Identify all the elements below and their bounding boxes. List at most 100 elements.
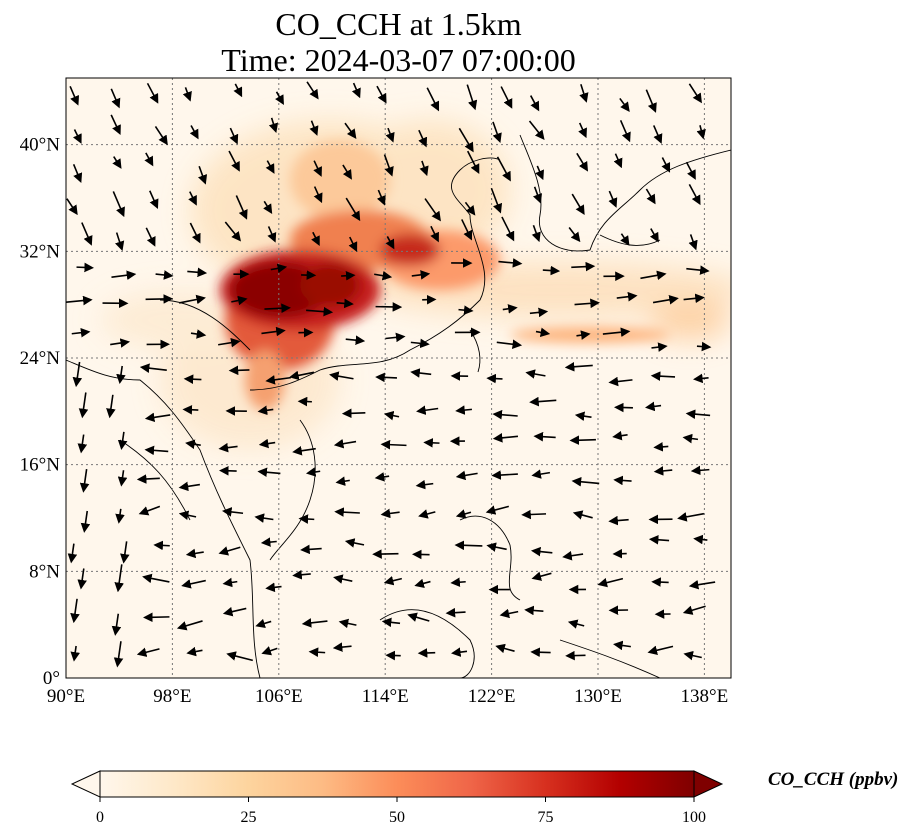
wind-arrow	[309, 120, 319, 136]
wind-arrow	[562, 550, 584, 561]
wind-arrow	[336, 298, 354, 309]
wind-arrow	[683, 293, 705, 304]
wind-arrow	[542, 265, 561, 276]
wind-arrow	[411, 270, 431, 280]
wind-arrow	[450, 577, 466, 588]
wind-arrow	[112, 191, 125, 218]
wind-arrow	[688, 183, 701, 206]
wind-arrow	[492, 433, 519, 443]
wind-arrow	[348, 236, 358, 252]
wind-arrow	[335, 476, 350, 486]
wind-arrow	[182, 404, 199, 415]
wind-arrow	[72, 164, 83, 183]
wind-arrow	[492, 409, 518, 420]
wind-arrow	[222, 507, 244, 517]
wind-arrow	[410, 368, 432, 378]
wind-arrow	[576, 152, 589, 172]
y-tick-label: 32°N	[20, 241, 61, 262]
wind-arrow	[79, 469, 90, 493]
wind-arrow	[110, 88, 121, 109]
wind-arrow	[185, 439, 201, 450]
wind-arrow	[344, 538, 365, 548]
colorbar-tick-label: 50	[389, 809, 405, 826]
wind-arrow	[345, 197, 361, 222]
concentration-field	[100, 120, 731, 450]
wind-arrow	[612, 430, 628, 441]
wind-arrow	[110, 114, 121, 135]
wind-arrow	[110, 338, 131, 348]
wind-arrow	[313, 186, 323, 204]
wind-arrow	[341, 408, 366, 419]
wind-arrow	[144, 412, 171, 423]
wind-arrow	[292, 569, 311, 580]
wind-arrow	[414, 578, 431, 589]
wind-arrow	[308, 647, 326, 657]
wind-arrow	[311, 231, 320, 246]
wind-arrow	[445, 607, 466, 618]
wind-arrow	[263, 200, 273, 214]
wind-arrow	[571, 261, 596, 272]
wind-arrow	[492, 121, 502, 144]
wind-arrow	[265, 582, 282, 593]
wind-arrow	[454, 540, 483, 551]
wind-vectors	[66, 81, 716, 668]
wind-arrow	[228, 365, 250, 376]
wind-arrow	[653, 466, 673, 476]
wind-arrow	[218, 546, 241, 556]
colorbar-tick-label: 100	[682, 809, 706, 826]
wind-arrow	[189, 222, 201, 244]
colorbar-tick-label: 75	[538, 809, 554, 826]
wind-arrow	[500, 86, 513, 109]
wind-arrow	[188, 191, 197, 206]
wind-arrow	[69, 85, 80, 106]
map-frame	[65, 77, 732, 679]
wind-arrow	[407, 612, 430, 622]
wind-arrow	[564, 361, 593, 372]
wind-arrow	[613, 640, 631, 651]
wind-arrow	[257, 467, 281, 478]
wind-arrow	[144, 152, 154, 167]
wind-arrow	[136, 474, 160, 484]
wind-arrow	[645, 188, 656, 205]
wind-arrow	[265, 375, 292, 385]
wind-arrow	[187, 267, 208, 278]
chart-title: CO_CCH at 1.5km	[275, 6, 522, 42]
wind-arrow	[351, 82, 361, 99]
wind-arrow	[653, 442, 669, 452]
y-tick-label: 16°N	[20, 455, 61, 476]
wind-arrow	[451, 647, 468, 657]
wind-arrow	[115, 508, 125, 524]
wind-arrow	[521, 509, 547, 520]
wind-arrow	[571, 193, 585, 216]
wind-arrow	[80, 510, 91, 533]
wind-arrow	[683, 650, 702, 661]
wind-arrow	[224, 221, 242, 242]
y-axis-ticks: 0° 8°N 16°N 24°N 32°N 40°N	[20, 135, 61, 689]
wind-arrow	[374, 472, 390, 482]
wind-arrow	[496, 156, 511, 182]
wind-arrow	[690, 465, 710, 476]
wind-arrow	[608, 190, 618, 208]
wind-arrow	[385, 332, 406, 343]
wind-arrow	[66, 295, 93, 306]
wind-arrow	[70, 645, 80, 662]
wind-arrow	[567, 619, 585, 629]
colorbar-extend-min	[70, 770, 101, 798]
x-axis-ticks: 90°E 98°E 106°E 114°E 122°E 130°E 138°E	[47, 686, 728, 707]
wind-arrow	[616, 291, 638, 302]
wind-arrow	[270, 263, 288, 274]
wind-arrow	[426, 87, 440, 112]
wind-arrow	[267, 226, 277, 243]
wind-arrow	[70, 598, 80, 624]
wind-arrow	[77, 434, 88, 454]
wind-arrow	[531, 469, 551, 479]
wind-arrow	[579, 84, 589, 103]
wind-arrow	[651, 577, 669, 587]
wind-arrow	[685, 161, 696, 180]
wind-arrow	[485, 505, 510, 515]
wind-arrow	[143, 612, 170, 623]
wind-arrow	[301, 618, 328, 628]
wind-arrow	[178, 481, 200, 492]
wind-arrow	[106, 394, 116, 419]
wind-arrow	[66, 198, 78, 216]
